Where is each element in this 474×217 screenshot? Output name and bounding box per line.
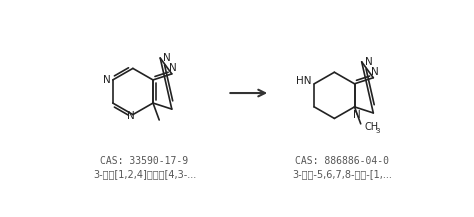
Text: N: N — [170, 64, 177, 74]
Text: CAS: 886886-04-0: CAS: 886886-04-0 — [295, 156, 389, 166]
Text: N: N — [365, 57, 373, 67]
Text: N: N — [371, 67, 379, 77]
Text: CAS: 33590-17-9: CAS: 33590-17-9 — [100, 156, 189, 166]
Text: 3: 3 — [375, 128, 380, 134]
Text: CH: CH — [365, 122, 379, 132]
Text: 3-甲基-5,6,7,8-四氢-[1,...: 3-甲基-5,6,7,8-四氢-[1,... — [292, 169, 392, 179]
Text: N: N — [353, 110, 361, 120]
Text: 3-甲基[1,2,4]噻唑并[4,3-...: 3-甲基[1,2,4]噻唑并[4,3-... — [93, 169, 196, 179]
Text: HN: HN — [296, 76, 311, 86]
Text: N: N — [103, 75, 110, 85]
Text: N: N — [128, 111, 135, 121]
Text: N: N — [163, 53, 171, 63]
